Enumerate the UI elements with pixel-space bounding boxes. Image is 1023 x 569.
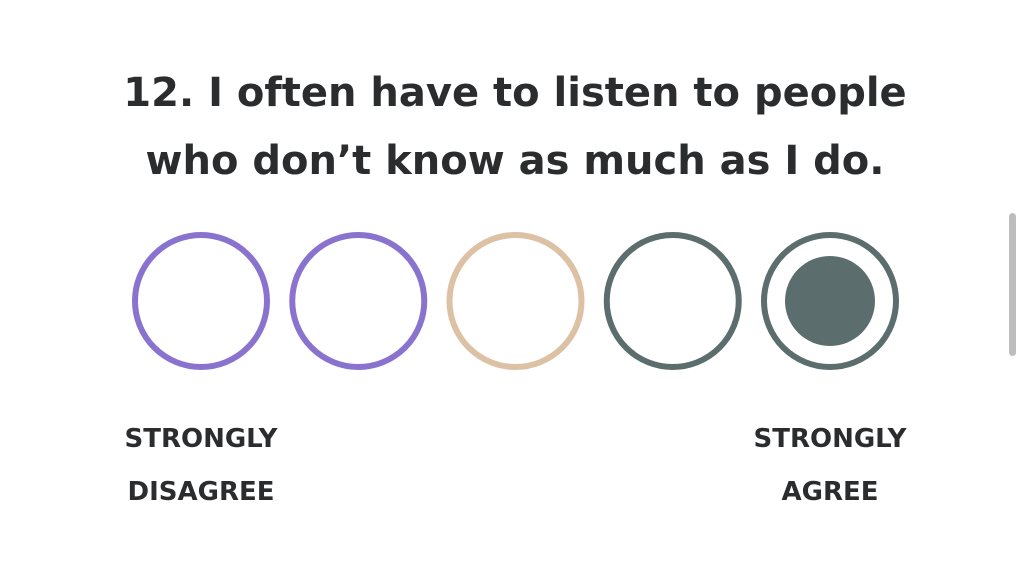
scale-label: STRONGLY: [753, 424, 907, 454]
selected-dot: [785, 256, 875, 346]
answer-option[interactable]: [132, 232, 270, 370]
answer-option[interactable]: [603, 232, 742, 370]
scale-label: STRONGLY: [124, 424, 278, 454]
question-line: who don’t know as much as I do.: [146, 138, 885, 184]
scrollbar[interactable]: [1009, 213, 1016, 356]
answer-option[interactable]: [289, 232, 428, 370]
scale-label: AGREE: [781, 477, 878, 507]
answer-option[interactable]: [446, 232, 585, 370]
scale-label: DISAGREE: [128, 477, 275, 507]
answer-options: [132, 232, 899, 370]
question-line: 12. I often have to listen to people: [123, 70, 906, 116]
